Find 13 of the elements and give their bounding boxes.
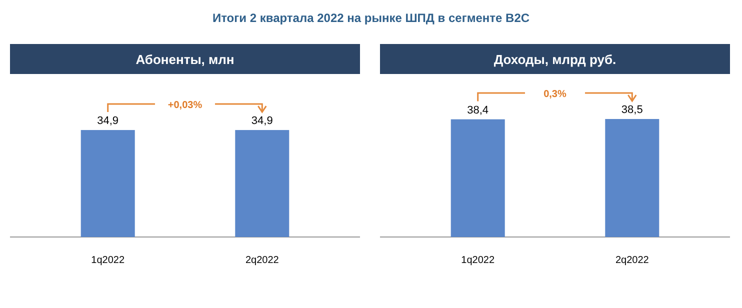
chart-title: Абоненты, млн [136, 52, 234, 67]
data-label: 38,5 [621, 104, 643, 116]
data-label: 34,9 [251, 115, 273, 128]
x-tick-label: 1q2022 [91, 255, 125, 266]
text: 0,3% [544, 89, 567, 100]
x-tick-label: 2q2022 [615, 255, 650, 266]
chart-title: Доходы, млрд руб. [494, 52, 616, 67]
x-tick-label: 2q2022 [245, 255, 280, 266]
data-label: 38,4 [467, 104, 489, 116]
data-label: 34,9 [97, 115, 119, 128]
chart-subtitle: Итоги 2 квартала 2022 на рынке ШПД в сегменте B2C [212, 11, 530, 25]
text: +0,03% [168, 100, 202, 112]
x-tick-label: 1q2022 [461, 255, 495, 266]
